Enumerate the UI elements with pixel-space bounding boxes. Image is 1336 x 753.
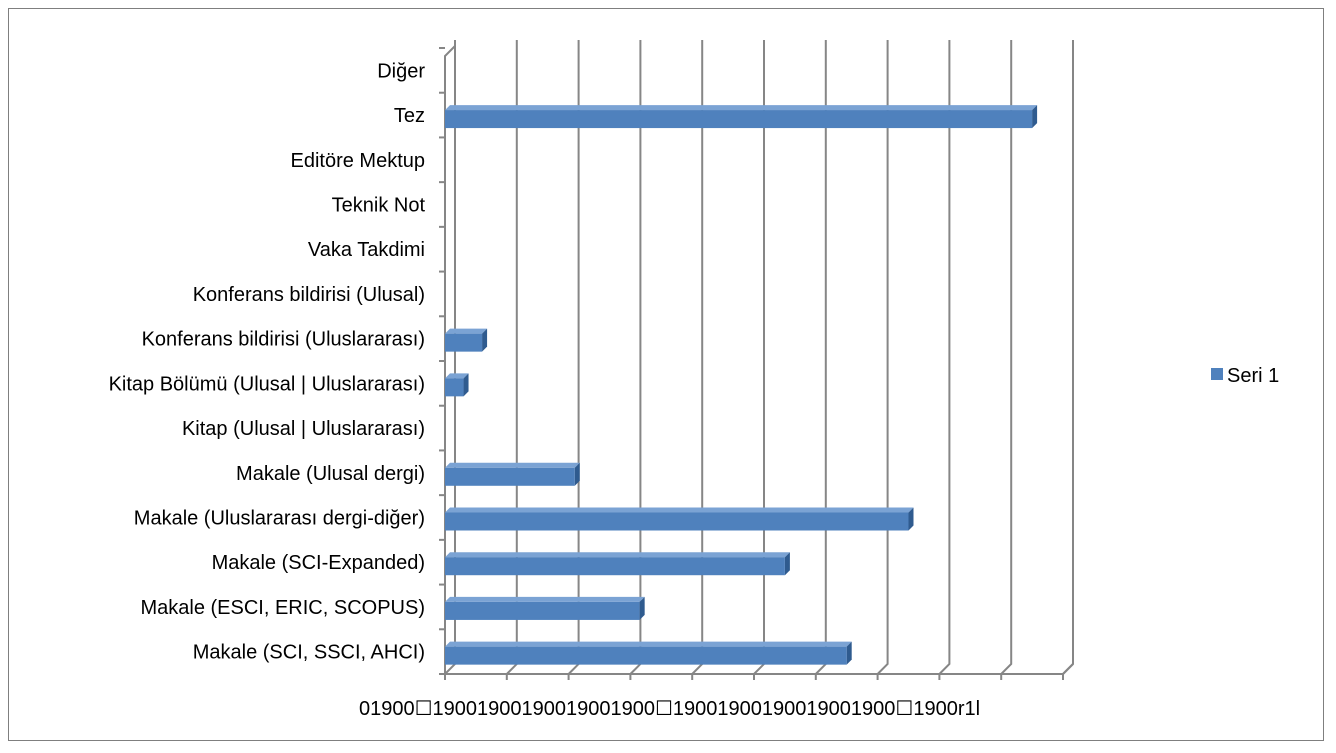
category-label: Makale (ESCI, ERIC, SCOPUS) <box>140 597 425 619</box>
gridline <box>1000 40 1013 675</box>
gridline <box>567 40 580 675</box>
bar <box>445 328 488 352</box>
chart-frame: Makale (SCI, SSCI, AHCI) Makale (ESCI, ER… <box>8 8 1324 741</box>
gridline <box>629 40 642 675</box>
gridline <box>876 40 889 675</box>
gridline <box>444 40 456 675</box>
category-label: Editöre Mektup <box>290 150 425 172</box>
x-tick-labels: 01900☐19001900190019001900☐1900190019001… <box>359 698 980 720</box>
axes <box>439 45 1074 680</box>
bar <box>445 596 645 620</box>
gridline <box>938 40 951 675</box>
category-label: Diğer <box>377 60 425 82</box>
gridline <box>815 40 827 675</box>
category-label: Makale (Uluslararası dergi-diğer) <box>134 508 425 530</box>
gridline <box>753 40 765 675</box>
category-label: Tez <box>394 105 425 127</box>
category-label: Makale (SCI-Expanded) <box>212 552 425 574</box>
bar <box>445 507 914 531</box>
gridline <box>691 40 704 675</box>
bar <box>445 105 1038 129</box>
x-tick-labels-text: 01900☐19001900190019001900☐1900190019001… <box>359 698 980 720</box>
legend: Seri 1 <box>1211 365 1279 387</box>
category-label: Konferans bildirisi (Uluslararası) <box>142 329 425 351</box>
bar <box>445 641 852 665</box>
bar <box>445 552 790 576</box>
category-label: Makale (Ulusal dergi) <box>236 463 425 485</box>
bar-chart: Makale (SCI, SSCI, AHCI) Makale (ESCI, ER… <box>109 40 1279 720</box>
bar <box>445 462 580 486</box>
category-label: Konferans bildirisi (Ulusal) <box>193 284 425 306</box>
category-axis <box>444 45 456 674</box>
category-labels: Makale (SCI, SSCI, AHCI) Makale (ESCI, ER… <box>109 60 426 663</box>
gridline <box>1062 40 1074 675</box>
bar <box>445 373 469 397</box>
grid-lines <box>444 40 1074 675</box>
gridline <box>506 40 518 675</box>
legend-label: Seri 1 <box>1227 365 1279 387</box>
bars <box>445 105 1038 665</box>
category-label: Vaka Takdimi <box>308 239 425 261</box>
category-label: Makale (SCI, SSCI, AHCI) <box>193 642 425 664</box>
category-label: Kitap (Ulusal | Uluslararası) <box>182 418 425 440</box>
legend-swatch <box>1211 368 1223 380</box>
category-label: Teknik Not <box>332 195 426 217</box>
category-label: Kitap Bölümü (Ulusal | Uluslararası) <box>109 373 425 395</box>
